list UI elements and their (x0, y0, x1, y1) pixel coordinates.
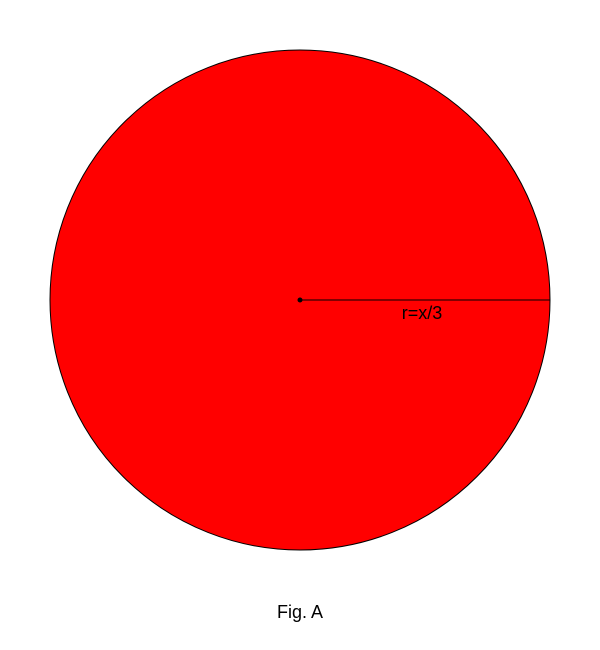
center-point (297, 297, 303, 303)
radius-label: r=x/3 (402, 303, 443, 323)
figure-caption: Fig. A (277, 602, 323, 622)
